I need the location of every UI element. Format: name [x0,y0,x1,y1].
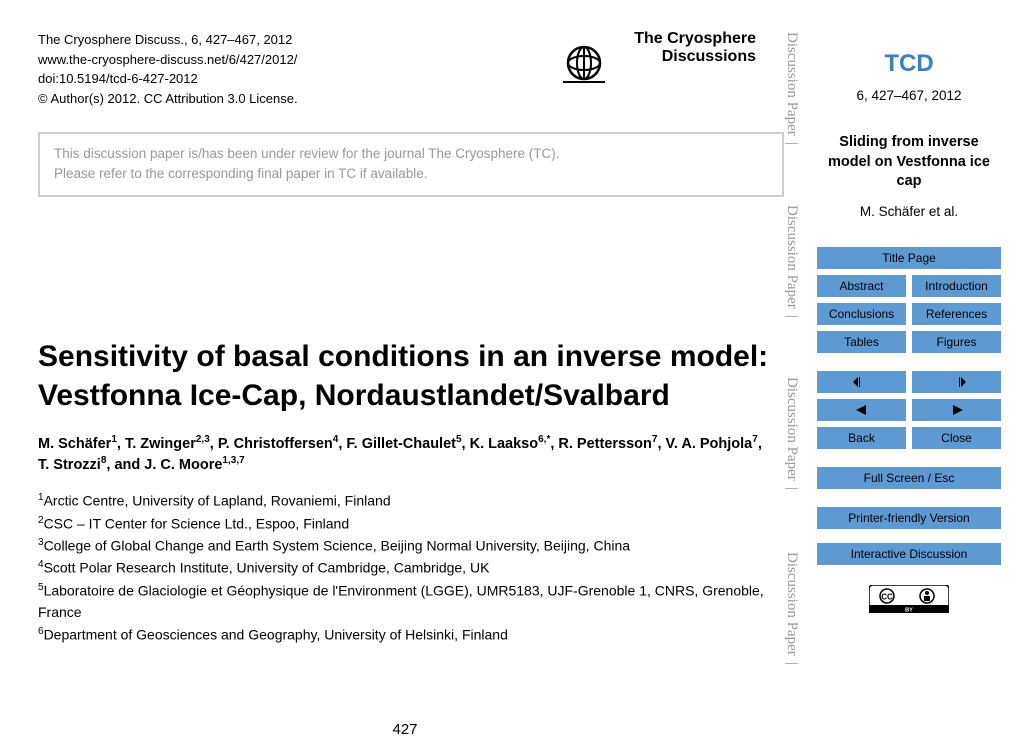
page-number: 427 [0,721,810,738]
conclusions-button[interactable]: Conclusions [817,303,906,325]
title-page-button[interactable]: Title Page [817,247,1001,269]
paper-title: Sensitivity of basal conditions in an in… [38,337,778,415]
close-button[interactable]: Close [912,427,1001,449]
margin-label-3: Discussion Paper| [783,377,800,490]
introduction-button[interactable]: Introduction [912,275,1001,297]
nav-panel: Title Page Abstract Introduction Conclus… [816,247,1002,618]
journal-acronym[interactable]: TCD [816,50,1002,78]
review-notice-line2: Please refer to the corresponding final … [54,164,768,184]
margin-label-4: Discussion Paper| [783,552,800,665]
cc-by-badge-icon[interactable]: CC BY [869,585,949,613]
sidebar-panel: TCD 6, 427–467, 2012 Sliding from invers… [816,50,1002,618]
tables-button[interactable]: Tables [817,331,906,353]
back-button[interactable]: Back [817,427,906,449]
citation-block: The Cryosphere Discuss., 6, 427–467, 201… [38,30,768,108]
fullscreen-button[interactable]: Full Screen / Esc [817,467,1001,489]
next-page-button[interactable] [912,399,1001,421]
printer-friendly-button[interactable]: Printer-friendly Version [817,507,1001,529]
prev-page-button[interactable] [817,399,906,421]
citation-url: www.the-cryosphere-discuss.net/6/427/201… [38,50,768,70]
svg-text:BY: BY [905,607,913,613]
copyright-line: © Author(s) 2012. CC Attribution 3.0 Lic… [38,89,768,109]
abstract-button[interactable]: Abstract [817,275,906,297]
author-list: M. Schäfer1, T. Zwinger2,3, P. Christoff… [38,433,768,477]
issue-range: 6, 427–467, 2012 [816,88,1002,103]
figures-button[interactable]: Figures [912,331,1001,353]
citation-line: The Cryosphere Discuss., 6, 427–467, 201… [38,30,768,50]
last-page-button[interactable] [912,371,1001,393]
references-button[interactable]: References [912,303,1001,325]
citation-doi: doi:10.5194/tcd-6-427-2012 [38,69,768,89]
margin-label-2: Discussion Paper| [783,205,800,318]
svg-text:CC: CC [881,592,893,601]
first-page-button[interactable] [817,371,906,393]
interactive-discussion-button[interactable]: Interactive Discussion [817,543,1001,565]
short-title: Sliding from inverse model on Vestfonna … [816,133,1002,192]
review-notice-line1: This discussion paper is/has been under … [54,144,768,164]
review-notice-box: This discussion paper is/has been under … [38,132,784,197]
short-authors: M. Schäfer et al. [816,204,1002,219]
margin-label-1: Discussion Paper| [783,32,800,145]
affiliation-list: 1Arctic Centre, University of Lapland, R… [38,490,768,646]
